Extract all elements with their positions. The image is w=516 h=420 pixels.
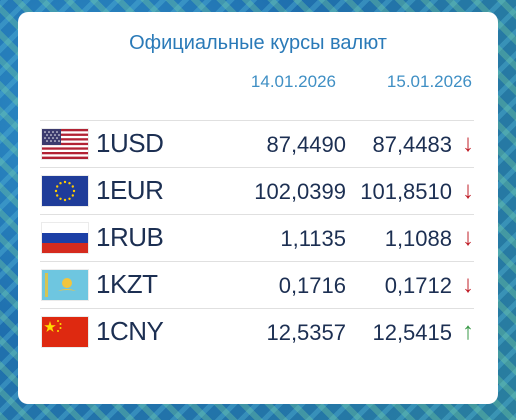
- rate-previous: 102,0399: [254, 179, 346, 204]
- trend-down-icon: ↓: [462, 271, 474, 298]
- eu-flag-icon: [42, 176, 88, 206]
- kz-flag-icon: [42, 270, 88, 300]
- cn-flag-icon: [42, 317, 88, 347]
- us-flag-icon: [42, 129, 88, 159]
- rate-current: 1,1088: [384, 226, 452, 251]
- trend-down-icon: ↓: [462, 177, 474, 204]
- rate-previous: 12,5357: [266, 320, 346, 345]
- currency-code: 1CNY: [96, 316, 164, 346]
- currency-code: 1EUR: [96, 175, 164, 205]
- rate-current: 0,1712: [384, 273, 452, 298]
- rate-current: 87,4483: [372, 132, 452, 157]
- ru-flag-icon: [42, 223, 88, 253]
- card-title: Официальные курсы валют: [129, 32, 387, 54]
- rate-current: 12,5415: [372, 320, 452, 345]
- trend-down-icon: ↓: [462, 130, 474, 157]
- rate-row-rub: 1RUB 1,1135 1,1088 ↓: [40, 214, 474, 261]
- rate-row-kzt: 1KZT 0,1716 0,1712 ↓: [40, 261, 474, 308]
- currency-code: 1USD: [96, 128, 164, 158]
- rate-current: 101,8510: [360, 179, 452, 204]
- date-current: 15.01.2026: [386, 72, 472, 91]
- rate-previous: 87,4490: [266, 132, 346, 157]
- rate-previous: 0,1716: [278, 273, 346, 298]
- date-previous: 14.01.2026: [250, 72, 336, 91]
- currency-code: 1RUB: [96, 222, 164, 252]
- trend-up-icon: ↑: [462, 318, 474, 345]
- rate-row-eur: 1EUR 102,0399 101,8510 ↓: [40, 167, 474, 214]
- rate-row-cny: 1CNY 12,5357 12,5415 ↑: [40, 308, 474, 355]
- rate-row-usd: 1USD 87,4490 87,4483 ↓: [40, 120, 474, 167]
- rate-previous: 1,1135: [280, 226, 346, 251]
- exchange-rates-card: Официальные курсы валют 14.01.2026 15.01…: [18, 12, 498, 404]
- trend-down-icon: ↓: [462, 224, 474, 251]
- currency-code: 1KZT: [96, 269, 158, 299]
